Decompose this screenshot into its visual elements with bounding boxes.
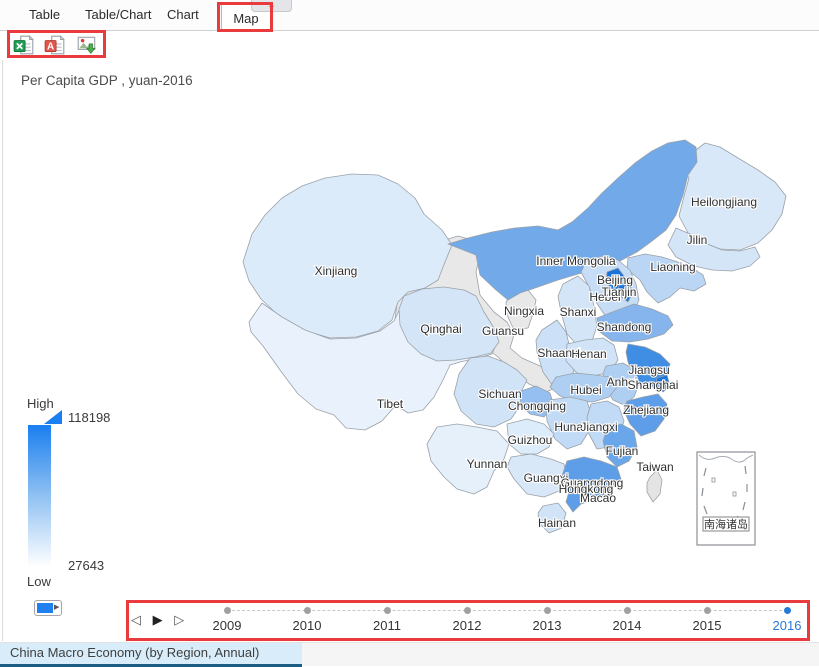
chevron-right-icon: ▶ bbox=[54, 604, 60, 611]
timeline-year-label: 2010 bbox=[292, 618, 322, 633]
timeline-year-label: 2013 bbox=[532, 618, 562, 633]
tab-table[interactable]: Table bbox=[29, 7, 61, 22]
timeline-year-2013[interactable]: 2013 bbox=[507, 601, 587, 633]
export-pdf-button[interactable]: A bbox=[44, 34, 66, 56]
timeline-controls: ◁ ▶ ▷ bbox=[131, 612, 192, 628]
timeline-year-2012[interactable]: 2012 bbox=[427, 601, 507, 633]
toggle-fill bbox=[37, 603, 53, 613]
tab-bar: Table Table/Chart Chart bbox=[0, 0, 819, 31]
legend-min-value: 27643 bbox=[68, 558, 104, 573]
province-shanghai[interactable] bbox=[655, 374, 671, 393]
south-china-sea-inset: 南海诸岛 bbox=[696, 451, 756, 546]
pdf-icon: A bbox=[44, 35, 65, 55]
province-hunan[interactable] bbox=[545, 396, 592, 450]
timeline-year-label: 2009 bbox=[212, 618, 242, 633]
timeline-year-label: 2016 bbox=[772, 618, 802, 633]
province-inner-mongolia[interactable] bbox=[447, 139, 698, 301]
step-back-button[interactable]: ◁ bbox=[131, 612, 141, 627]
province-tianjin[interactable] bbox=[617, 280, 634, 303]
timeline-year-2016[interactable]: 2016 bbox=[747, 601, 819, 633]
timeline-year-2011[interactable]: 2011 bbox=[347, 601, 427, 633]
province-ningxia[interactable] bbox=[505, 289, 537, 331]
play-button[interactable]: ▶ bbox=[152, 612, 163, 627]
image-download-icon bbox=[77, 36, 96, 54]
timeline-dot[interactable] bbox=[783, 607, 791, 614]
map-legend: High 118198 27643 Low bbox=[27, 396, 110, 589]
province-fujian[interactable] bbox=[602, 423, 638, 468]
province-zhejiang[interactable] bbox=[623, 393, 668, 437]
export-excel-button[interactable] bbox=[13, 34, 35, 56]
timeline-year-2009[interactable]: 2009 bbox=[187, 601, 267, 633]
timeline-year-label: 2012 bbox=[452, 618, 482, 633]
timeline-year-label: 2011 bbox=[373, 618, 401, 633]
chevron-up-icon: ▲ bbox=[267, 0, 276, 9]
collapse-panel-button[interactable]: ▲ bbox=[251, 0, 292, 12]
timeline-track bbox=[227, 610, 787, 611]
legend-max-marker-icon bbox=[44, 410, 62, 424]
timeline-year-label: 2014 bbox=[612, 618, 642, 633]
legend-max-value: 118198 bbox=[68, 410, 110, 425]
tab-chart[interactable]: Chart bbox=[167, 7, 199, 22]
province-yunnan[interactable] bbox=[426, 423, 510, 495]
province-guizhou[interactable] bbox=[506, 418, 555, 455]
province-taiwan[interactable] bbox=[646, 469, 663, 503]
timeline-dot[interactable] bbox=[463, 607, 471, 614]
legend-collapse-toggle[interactable]: ▶ bbox=[34, 600, 62, 616]
page-title: Per Capita GDP , yuan-2016 bbox=[21, 73, 193, 88]
timeline-dot[interactable] bbox=[543, 607, 551, 614]
province-sichuan[interactable] bbox=[453, 355, 528, 428]
province-qinghai[interactable] bbox=[398, 286, 500, 362]
step-forward-button[interactable]: ▷ bbox=[174, 612, 185, 627]
timeline-dot[interactable] bbox=[303, 607, 311, 614]
tab-table-chart[interactable]: Table/Chart bbox=[85, 7, 152, 22]
timeline-dot[interactable] bbox=[623, 607, 631, 614]
timeline-year-2015[interactable]: 2015 bbox=[667, 601, 747, 633]
excel-icon bbox=[13, 35, 34, 55]
province-jilin[interactable] bbox=[667, 227, 761, 272]
status-bar: China Macro Economy (by Region, Annual) bbox=[0, 642, 819, 667]
province-heilongjiang[interactable] bbox=[667, 142, 787, 251]
timeline-dot[interactable] bbox=[223, 607, 231, 614]
timeline-dot[interactable] bbox=[703, 607, 711, 614]
timeline-year-label: 2015 bbox=[692, 618, 722, 633]
province-hubei[interactable] bbox=[549, 372, 618, 403]
legend-high-label: High bbox=[27, 396, 54, 411]
province-shandong[interactable] bbox=[596, 303, 674, 343]
legend-gradient-bar bbox=[28, 425, 51, 567]
province-hainan[interactable] bbox=[537, 502, 567, 534]
save-image-button[interactable] bbox=[76, 34, 98, 56]
province-liaoning[interactable] bbox=[626, 253, 707, 304]
legend-low-label: Low bbox=[27, 574, 51, 589]
timeline-year-2014[interactable]: 2014 bbox=[587, 601, 667, 633]
inset-label: 南海诸岛 bbox=[704, 517, 748, 531]
svg-text:A: A bbox=[47, 41, 54, 52]
panel-left-border bbox=[2, 60, 3, 641]
dataset-tab[interactable]: China Macro Economy (by Region, Annual) bbox=[0, 643, 302, 667]
timeline-year-2010[interactable]: 2010 bbox=[267, 601, 347, 633]
timeline-panel: ◁ ▶ ▷ 2009 2010 2011 2012 2013 2014 2015… bbox=[115, 597, 819, 641]
province-guangxi[interactable] bbox=[506, 453, 568, 498]
province-guangdong[interactable] bbox=[560, 456, 622, 513]
timeline-dot[interactable] bbox=[383, 607, 391, 614]
toolbar: A bbox=[0, 31, 819, 59]
inset-coastline bbox=[698, 454, 754, 463]
